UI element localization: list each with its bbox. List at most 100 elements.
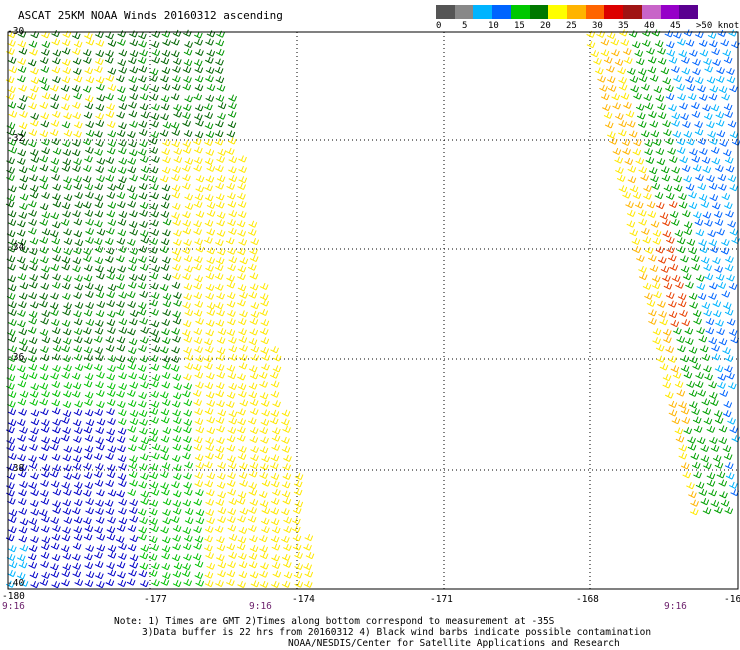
wind-barb	[662, 328, 672, 336]
wind-barb	[259, 551, 269, 560]
wind-barb	[52, 254, 61, 262]
wind-barb	[6, 157, 15, 165]
wind-barb	[216, 425, 225, 433]
wind-barb	[705, 327, 715, 335]
wind-barb	[52, 344, 62, 352]
wind-barb	[270, 346, 279, 354]
wind-barb	[722, 347, 731, 355]
wind-barb	[194, 480, 204, 488]
wind-barb	[49, 443, 59, 451]
wind-barb	[127, 355, 136, 364]
wind-barb	[722, 410, 732, 418]
wind-barb	[94, 65, 103, 73]
wind-barb	[8, 526, 17, 534]
wind-barb	[659, 318, 668, 326]
wind-barb	[195, 317, 204, 325]
wind-barb	[239, 399, 249, 407]
wind-barb	[271, 543, 281, 551]
wind-barb	[52, 49, 62, 57]
wind-barb	[206, 247, 216, 255]
wind-barb	[18, 561, 28, 569]
wind-barb	[258, 490, 268, 499]
wind-barb	[150, 291, 160, 300]
wind-barb	[695, 173, 704, 182]
wind-barb	[182, 527, 192, 535]
wind-barb	[18, 463, 28, 471]
wind-barb	[171, 248, 181, 256]
wind-barb	[680, 407, 690, 415]
wind-barb	[105, 435, 115, 443]
wind-barb	[63, 228, 72, 236]
wind-barb	[140, 173, 149, 181]
wind-barb	[236, 434, 246, 442]
wind-barb	[38, 453, 48, 461]
wind-barb	[228, 156, 238, 164]
wind-barb	[238, 526, 248, 535]
wind-barb	[205, 329, 215, 337]
wind-barb	[720, 39, 730, 47]
wind-barb	[291, 525, 301, 533]
wind-barb	[663, 129, 672, 137]
wind-barb	[139, 220, 148, 228]
wind-barb	[671, 112, 681, 120]
wind-barb	[648, 254, 657, 262]
wind-barb	[227, 219, 236, 227]
wind-barb	[217, 491, 226, 499]
wind-barb	[719, 389, 729, 397]
wind-barb	[95, 389, 105, 397]
wind-barb	[703, 462, 712, 470]
wind-barb	[82, 327, 92, 335]
wind-barb	[304, 533, 314, 542]
wind-barb	[193, 309, 203, 317]
wind-barb	[83, 56, 92, 64]
wind-barb	[282, 463, 291, 471]
wind-barb	[74, 191, 83, 199]
wind-barb	[7, 335, 17, 343]
wind-barb	[194, 38, 203, 46]
wind-barb	[195, 461, 205, 470]
wind-barb	[694, 128, 704, 136]
wind-barb	[106, 398, 116, 406]
wind-barb	[118, 372, 127, 380]
wind-barb	[194, 146, 203, 154]
wind-barb	[160, 526, 169, 534]
wind-barb	[597, 75, 606, 83]
wind-barb	[41, 463, 51, 472]
wind-barb	[85, 301, 94, 309]
wind-barb	[50, 318, 60, 326]
wind-barb	[248, 338, 258, 346]
wind-barb	[71, 507, 81, 515]
wind-barb	[63, 193, 73, 202]
wind-barb	[161, 336, 171, 345]
wind-barb	[194, 84, 204, 92]
wind-barb	[725, 165, 735, 173]
wind-barb	[708, 489, 718, 497]
wind-barb	[19, 344, 28, 352]
wind-barb	[182, 174, 191, 182]
wind-barb	[182, 112, 191, 120]
wind-barb	[238, 155, 247, 163]
wind-barb	[38, 76, 48, 84]
wind-barb	[728, 282, 738, 291]
wind-barb	[149, 146, 159, 154]
wind-barb	[259, 580, 269, 589]
wind-barb	[52, 193, 61, 201]
wind-barb	[272, 488, 281, 496]
wind-barb	[259, 380, 268, 388]
wind-barb	[95, 507, 104, 515]
wind-barb	[627, 67, 636, 75]
lat-label-32: -32	[7, 133, 25, 144]
wind-barb	[85, 418, 95, 427]
wind-barb	[688, 490, 697, 499]
wind-barb	[160, 435, 170, 443]
wind-barb	[129, 534, 139, 543]
wind-barb	[140, 544, 150, 552]
wind-barb	[106, 191, 116, 199]
wind-barb	[172, 570, 182, 578]
wind-barb	[205, 66, 215, 74]
wind-barb	[680, 355, 690, 363]
wind-barb	[72, 265, 81, 273]
wind-barb	[632, 191, 642, 200]
wind-barb	[62, 563, 72, 571]
wind-barb	[702, 507, 712, 515]
